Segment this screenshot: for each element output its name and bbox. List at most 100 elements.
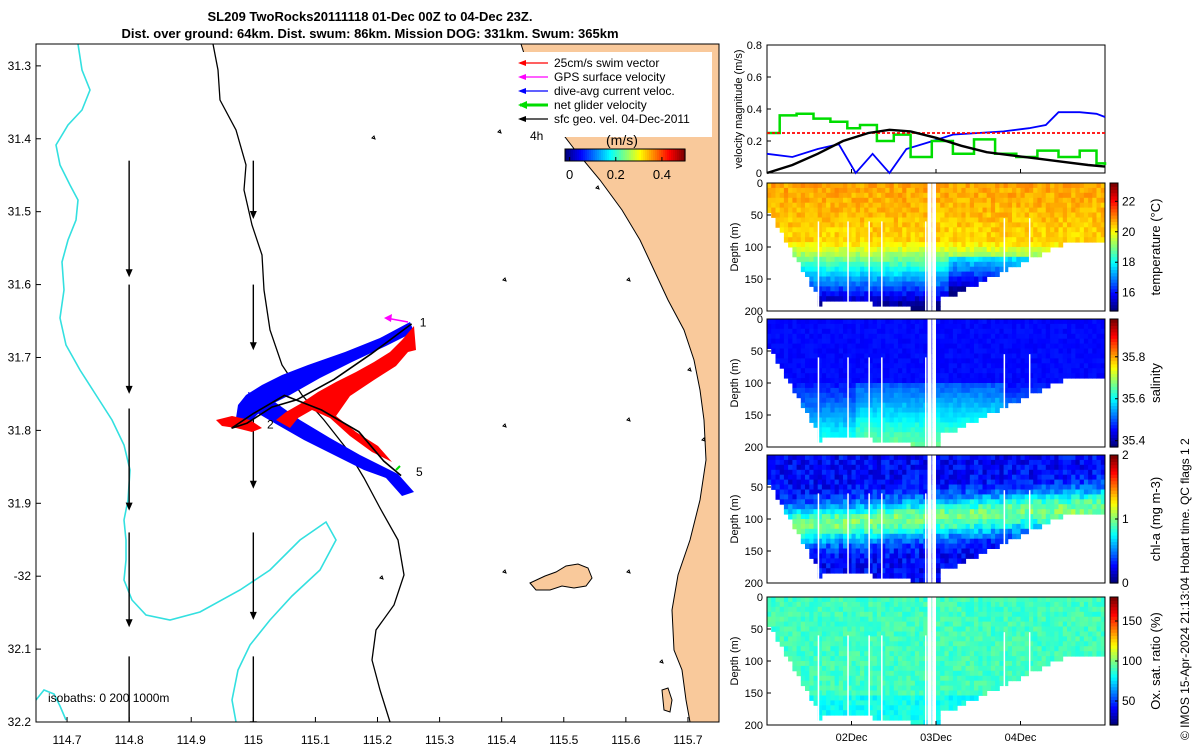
- section-cell: [834, 348, 840, 354]
- net-glider-series: [767, 112, 1107, 165]
- section-cell: [834, 261, 840, 268]
- section-cell: [838, 242, 844, 248]
- section-cell: [914, 296, 920, 302]
- section-cell: [826, 432, 831, 438]
- section-cell: [982, 192, 988, 199]
- section-cell: [995, 469, 1000, 476]
- day-marker-label: 1: [420, 315, 427, 329]
- section-cell: [885, 192, 890, 199]
- section-cell: [982, 202, 988, 209]
- section-cell: [893, 296, 899, 302]
- section-cell: [855, 319, 861, 325]
- section-cell: [817, 412, 823, 418]
- section-cell: [830, 479, 836, 485]
- section-cell: [893, 373, 899, 379]
- section-cell: [885, 459, 890, 466]
- section-cell: [889, 338, 895, 345]
- section-cell: [834, 469, 840, 476]
- section-cell: [826, 373, 831, 379]
- section-cell: [889, 256, 895, 263]
- section-cell: [965, 407, 971, 413]
- section-cell: [906, 363, 912, 369]
- section-cell: [944, 333, 950, 340]
- section-cell: [1058, 469, 1064, 476]
- section-cell: [914, 373, 920, 379]
- geo-vector-arrowhead: [249, 480, 257, 489]
- section-cell: [779, 631, 785, 637]
- section-cell: [809, 247, 814, 253]
- section-cell: [876, 437, 882, 443]
- section-cell: [834, 319, 840, 325]
- section-cell: [936, 548, 941, 554]
- section-colorbar-segment: [1110, 360, 1118, 365]
- section-cell: [847, 261, 852, 268]
- section-cell: [817, 514, 823, 520]
- section-cell: [860, 392, 865, 399]
- section-cell: [805, 489, 810, 495]
- section-cell: [923, 459, 928, 466]
- section-colorbar-segment: [1110, 215, 1118, 219]
- section-cell: [948, 251, 954, 258]
- section-cell: [805, 387, 810, 394]
- section-cell: [1079, 494, 1085, 500]
- section-colorbar-segment: [1110, 557, 1118, 562]
- section-cell: [796, 256, 802, 263]
- section-cell: [944, 261, 950, 268]
- section-cell: [936, 222, 941, 228]
- section-cell: [944, 479, 950, 485]
- section-cell: [855, 407, 861, 413]
- section-cell: [995, 227, 1000, 233]
- section-cell: [944, 402, 950, 409]
- section-cell: [978, 353, 983, 359]
- section-cell: [1029, 504, 1034, 510]
- section-cell: [969, 407, 975, 413]
- section-cell: [982, 387, 988, 394]
- section-cell: [830, 523, 836, 530]
- section-cell: [906, 197, 912, 204]
- section-cell: [1012, 333, 1017, 340]
- section-cell: [1029, 523, 1034, 530]
- section-colorbar-segment: [1110, 421, 1118, 426]
- section-cell: [1020, 348, 1026, 354]
- section-cell: [969, 464, 975, 471]
- section-cell: [906, 573, 912, 579]
- section-cell: [792, 494, 798, 500]
- section-cell: [767, 343, 772, 349]
- section-cell: [961, 378, 967, 384]
- section-cell: [872, 227, 878, 233]
- section-cell: [919, 281, 924, 287]
- section-cell: [952, 427, 958, 433]
- section-cell: [872, 291, 878, 297]
- section-cell: [889, 353, 895, 359]
- section-cell: [868, 455, 874, 461]
- section-cell: [876, 548, 882, 554]
- section-colorbar-segment: [1110, 282, 1118, 286]
- section-cell: [902, 187, 907, 194]
- section-cell: [965, 509, 971, 515]
- section-cell: [936, 523, 941, 530]
- section-cell: [969, 383, 975, 389]
- section-cell: [974, 538, 979, 545]
- section-cell: [902, 499, 907, 505]
- section-cell: [961, 271, 967, 277]
- section-cell: [847, 271, 852, 277]
- section-cell: [860, 197, 865, 204]
- section-cell: [944, 232, 950, 238]
- rock-mark: [502, 423, 507, 428]
- section-cell: [978, 192, 983, 199]
- section-cell: [902, 207, 907, 213]
- section-cell: [1092, 494, 1097, 500]
- section-colorbar-segment: [1110, 427, 1118, 432]
- section-cell: [872, 183, 878, 189]
- section-cell: [834, 212, 840, 218]
- section-cell: [999, 183, 1005, 189]
- section-cell: [881, 459, 886, 466]
- section-cell: [952, 323, 958, 330]
- section-cell: [957, 553, 962, 559]
- section-cell: [952, 499, 958, 505]
- section-cell: [974, 217, 979, 223]
- colorbar-segment: [601, 149, 604, 161]
- section-cell: [898, 276, 903, 282]
- section-cell: [1029, 494, 1034, 500]
- section-cell: [957, 548, 962, 554]
